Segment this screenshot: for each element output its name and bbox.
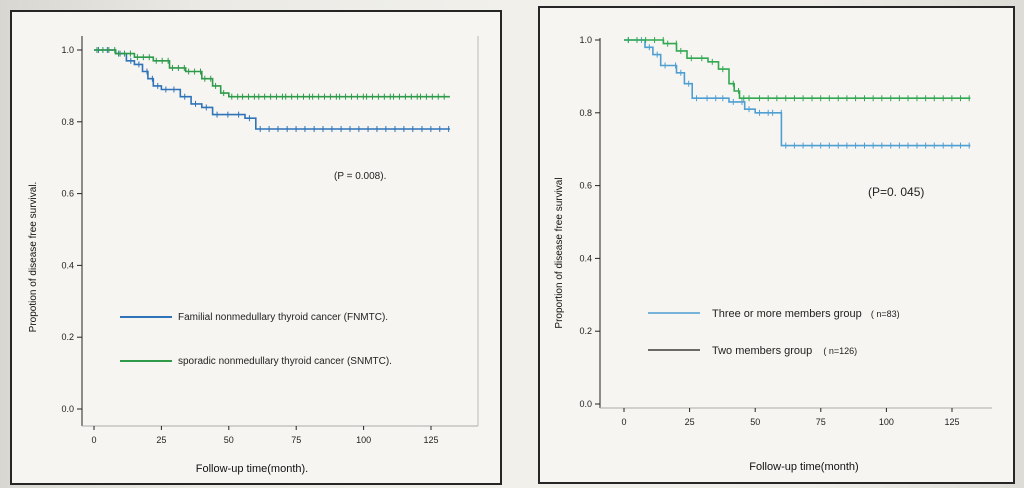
legend-label-three-or-more: Three or more members group ( n=83) [712, 308, 900, 320]
x-tick-label: 50 [224, 435, 234, 445]
km-chart-familial-vs-sporadic: 0.0 0.2 0.4 0.6 0.8 1.0 0 25 50 75 100 125 (P = 0.… [10, 10, 502, 485]
y-tick-label: 0.8 [579, 108, 592, 118]
x-axis-title: Follow-up time(month). [196, 463, 308, 475]
y-tick-label: 0.6 [61, 189, 74, 199]
y-tick-label: 1.0 [579, 35, 592, 45]
survival-curve-series-1 [624, 39, 971, 147]
x-tick-label: 0 [91, 435, 96, 445]
survival-curve-series-1 [94, 49, 450, 130]
x-tick-label: 100 [356, 435, 371, 445]
survival-curve-series-2 [94, 49, 450, 98]
y-tick-label: 0.0 [579, 399, 592, 409]
chart-right-svg: 0.0 0.2 0.4 0.6 0.8 1.0 0 25 50 75 100 125 (P=0. 0… [554, 35, 992, 473]
legend-count-three-or-more: ( n=83) [871, 309, 900, 319]
y-axis-title: Proportion of disease free survival [554, 177, 565, 328]
legend: Three or more members group ( n=83) Two … [648, 308, 900, 357]
y-tick-label: 0.4 [61, 260, 74, 270]
legend-label-two-members: Two members group ( n=126) [712, 345, 857, 357]
x-tick-label: 75 [291, 435, 301, 445]
y-tick-label: 0.2 [61, 332, 74, 342]
legend-label-three-or-more-text: Three or more members group [712, 308, 862, 320]
x-tick-label: 25 [685, 417, 695, 427]
y-tick-label: 0.2 [579, 326, 592, 336]
x-tick-label: 50 [750, 417, 760, 427]
x-tick-label: 75 [816, 417, 826, 427]
x-tick-label: 100 [879, 417, 894, 427]
survival-curve-series-2 [624, 39, 971, 99]
x-tick-label: 0 [621, 417, 626, 427]
p-value-annotation: (P=0. 045) [868, 185, 924, 199]
legend-label-snmtc: sporadic nonmedullary thyroid cancer (SN… [178, 356, 392, 367]
chart-left-svg: 0.0 0.2 0.4 0.6 0.8 1.0 0 25 50 75 100 125 (P = 0.… [28, 36, 479, 475]
x-tick-label: 125 [944, 417, 959, 427]
y-tick-label: 0.0 [61, 404, 74, 414]
y-tick-label: 0.6 [579, 181, 592, 191]
legend-label-fnmtc: Familial nonmedullary thyroid cancer (FN… [178, 312, 388, 323]
y-tick-label: 1.0 [61, 45, 74, 55]
legend-label-two-members-text: Two members group [712, 345, 812, 357]
legend: Familial nonmedullary thyroid cancer (FN… [120, 312, 392, 367]
y-axis-title: Propotion of disease free survival. [28, 182, 39, 333]
x-tick-label: 125 [423, 435, 438, 445]
x-axis-title: Follow-up time(month) [749, 461, 858, 473]
p-value-annotation: (P = 0.008). [334, 171, 386, 182]
y-tick-label: 0.8 [61, 117, 74, 127]
km-chart-family-members: 0.0 0.2 0.4 0.6 0.8 1.0 0 25 50 75 100 125 (P=0. 0… [538, 6, 1015, 484]
x-tick-label: 25 [156, 435, 166, 445]
legend-count-two-members: ( n=126) [823, 346, 857, 356]
y-tick-label: 0.4 [579, 253, 592, 263]
